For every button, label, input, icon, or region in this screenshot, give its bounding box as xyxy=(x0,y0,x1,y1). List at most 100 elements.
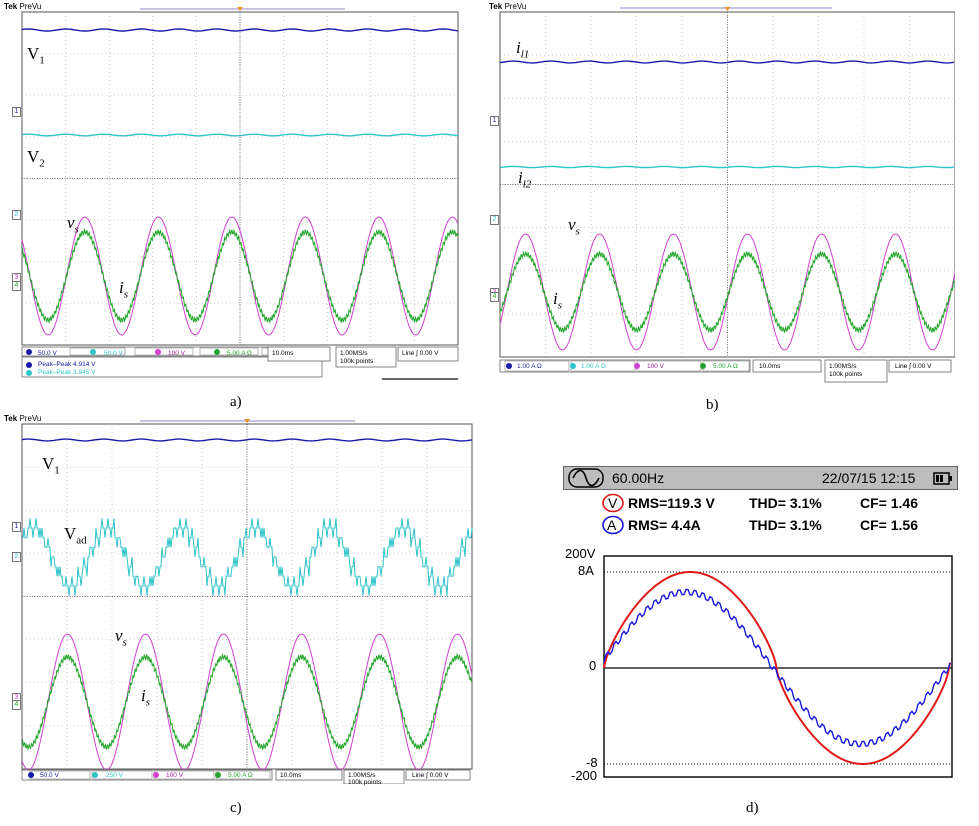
status-bar xyxy=(499,359,751,373)
label-is: is xyxy=(119,278,129,301)
label-il1: il1 xyxy=(516,38,530,61)
timebase-box xyxy=(267,346,331,362)
caption-a: a) xyxy=(230,394,242,410)
ch3-scale: 100 V xyxy=(647,363,664,370)
record-length: 100k points xyxy=(340,358,374,365)
channel-dot xyxy=(92,772,98,778)
scope-panel-c: Tek PreVu V1 Vad vs is 1 2 3 4 50.0 V 25… xyxy=(0,412,480,786)
trace-is xyxy=(21,227,459,325)
label-vad: Vad xyxy=(64,524,87,547)
ch3-scale: 100 V xyxy=(168,350,185,357)
status-box xyxy=(134,347,194,356)
timebase-box xyxy=(275,769,343,781)
label-v1: V1 xyxy=(27,44,45,67)
marker-ch1: 1 xyxy=(12,522,21,532)
trace-v1 xyxy=(21,28,459,32)
trigger-info: Line ∫ 0.00 V xyxy=(412,772,449,779)
acq-box xyxy=(343,769,405,784)
channel-dot xyxy=(90,349,96,355)
ch3-scale: 100 V xyxy=(166,772,183,779)
marker-ch4: 4 xyxy=(12,700,21,710)
scope-panel-b: Tek PreVu il1 il2 vs is 1 2 3 4 1.00 A Ω… xyxy=(485,0,955,385)
label-vs: vs xyxy=(568,215,580,238)
label-vs: vs xyxy=(115,626,127,649)
pq-header-bar: 60.00Hz 22/07/15 12:15 xyxy=(563,466,958,490)
trigger-marker xyxy=(244,419,250,423)
timebase: 10.0ms xyxy=(759,363,781,370)
scope-panel-a: Tek PreVu V1 V2 vs is 1 2 3 4 50.0 V 50.… xyxy=(0,0,470,385)
trigger-box xyxy=(405,769,471,781)
sample-rate: 1.00MS/s xyxy=(829,363,857,370)
marker-ch1: 1 xyxy=(490,116,499,126)
measurement-dot xyxy=(26,362,32,368)
current-thd: THD= 3.1% xyxy=(749,517,822,533)
sine-wave-icon xyxy=(568,468,604,488)
label-v1: V1 xyxy=(42,454,60,477)
scope-a-display xyxy=(21,7,459,380)
trigger-marker xyxy=(724,7,731,11)
marker-ch2: 2 xyxy=(12,210,21,220)
axis-a-top: 8A xyxy=(578,563,594,578)
voltage-thd: THD= 3.1% xyxy=(749,495,822,511)
trace-vs xyxy=(21,216,459,336)
caption-b: b) xyxy=(706,397,719,413)
label-vs: vs xyxy=(67,213,79,236)
voltage-channel-icon xyxy=(602,493,624,513)
trace-il2 xyxy=(499,165,955,169)
trace-vs xyxy=(21,633,473,771)
channel-dot xyxy=(214,349,220,355)
status-box xyxy=(504,360,570,372)
voltage-symbol: V xyxy=(608,495,618,511)
ch1-scale: 1.00 A Ω xyxy=(517,363,542,370)
sample-rate: 1.00MS/s xyxy=(340,350,368,357)
measurement-box xyxy=(21,356,323,378)
trace-is xyxy=(21,652,472,751)
record-length: 100k points xyxy=(348,779,382,786)
record-length: 100k points xyxy=(829,371,863,378)
axis-zero: 0 xyxy=(589,658,597,673)
scope-c-brand: Tek PreVu xyxy=(4,414,42,423)
ch1-scale: 50.0 V xyxy=(38,350,57,357)
channel-dot xyxy=(215,772,221,778)
scope-c-display xyxy=(21,419,473,784)
voltage-rms: RMS=119.3 V xyxy=(628,495,715,511)
ch2-scale: 250 V xyxy=(106,772,123,779)
channel-dot xyxy=(634,363,640,369)
label-is: is xyxy=(553,289,563,312)
marker-ch1: 1 xyxy=(12,107,21,117)
channel-dot xyxy=(153,772,159,778)
trigger-box xyxy=(397,346,459,362)
caption-d: d) xyxy=(746,800,759,816)
trigger-box xyxy=(888,359,952,373)
battery-icon xyxy=(933,472,952,485)
trace-v2 xyxy=(21,133,459,137)
acq-box xyxy=(335,346,397,368)
measurement-dot xyxy=(26,370,32,376)
ch2-scale: 1.00 A Ω xyxy=(581,363,606,370)
ch4-scale: 5.00 A Ω xyxy=(228,772,253,779)
ch1-scale: 50.0 V xyxy=(40,772,59,779)
axis-v-top: 200V xyxy=(565,546,596,561)
sample-rate: 1.00MS/s xyxy=(348,772,376,779)
ch2-scale: 50.0 V xyxy=(104,350,123,357)
measurement-2: Peak–Peak 3.945 V xyxy=(38,369,96,376)
channel-dot xyxy=(570,363,576,369)
voltage-cf: CF= 1.46 xyxy=(860,495,918,511)
trace-is xyxy=(499,250,955,334)
channel-dot xyxy=(700,363,706,369)
marker-ch4: 4 xyxy=(490,292,499,302)
channel-dot xyxy=(506,363,512,369)
current-cf: CF= 1.56 xyxy=(860,517,918,533)
trace-il1 xyxy=(499,60,955,64)
trace-vad xyxy=(22,518,473,596)
current-channel-icon xyxy=(602,515,624,535)
measurement-1: Peak–Peak 4.914 V xyxy=(38,361,96,368)
ch4-scale: 5.00 A Ω xyxy=(713,363,738,370)
frequency-readout: 60.00Hz xyxy=(612,470,665,486)
timebase: 10.0ms xyxy=(272,350,294,357)
datetime-readout: 22/07/15 12:15 xyxy=(822,470,916,486)
trace-v1 xyxy=(21,438,473,442)
channel-dot xyxy=(28,772,34,778)
label-il2: il2 xyxy=(518,168,532,191)
timebase-box xyxy=(752,359,822,373)
